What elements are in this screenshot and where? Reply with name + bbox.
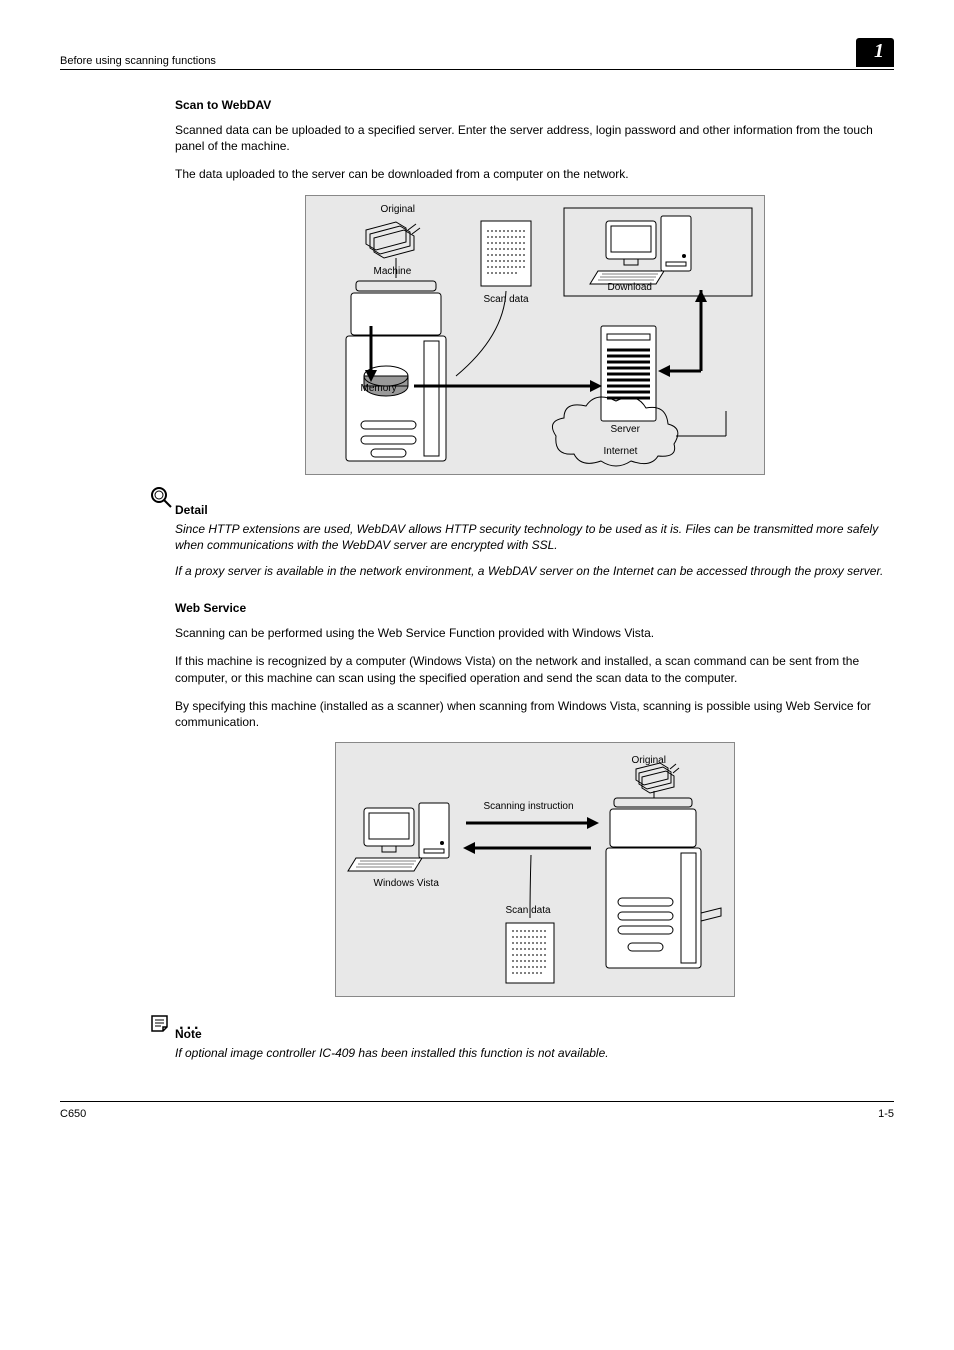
body-text: Scanned data can be uploaded to a specif…: [175, 122, 894, 154]
section-title-webdav: Scan to WebDAV: [175, 98, 894, 112]
diagram-label: Memory: [361, 383, 397, 394]
footer-page-number: 1-5: [878, 1108, 894, 1120]
callout-title: Note: [175, 1027, 894, 1041]
page-header: Before using scanning functions 1: [60, 38, 894, 70]
chapter-badge: 1: [856, 38, 894, 67]
diagram-label: Scan data: [506, 905, 551, 916]
callout-text: If optional image controller IC-409 has …: [175, 1045, 894, 1061]
body-text: The data uploaded to the server can be d…: [175, 166, 894, 182]
section-title-webservice: Web Service: [175, 601, 894, 615]
magnifier-icon: [149, 485, 175, 517]
page-footer: C650 1-5: [60, 1101, 894, 1120]
body-text: Scanning can be performed using the Web …: [175, 625, 894, 641]
callout-text: Since HTTP extensions are used, WebDAV a…: [175, 521, 894, 553]
diagram-label: Windows Vista: [374, 878, 439, 889]
body-text: By specifying this machine (installed as…: [175, 698, 894, 730]
callout-text: If a proxy server is available in the ne…: [175, 563, 894, 579]
detail-callout: Detail Since HTTP extensions are used, W…: [175, 503, 894, 580]
footer-model: C650: [60, 1108, 86, 1120]
diagram-label: Original: [381, 204, 415, 215]
diagram-webdav: Original Machine Memory Scan data Downlo…: [305, 195, 765, 475]
diagram-label: Scanning instruction: [484, 801, 574, 812]
diagram-label: Download: [608, 282, 652, 293]
page-content: Scan to WebDAV Scanned data can be uploa…: [60, 98, 894, 1061]
diagram-label: Scan data: [484, 294, 529, 305]
diagram-webdav-wrap: Original Machine Memory Scan data Downlo…: [175, 195, 894, 475]
body-text: If this machine is recognized by a compu…: [175, 653, 894, 685]
note-callout: ... Note If optional image controller IC…: [175, 1027, 894, 1061]
note-icon: ...: [149, 1013, 201, 1041]
diagram-label: Server: [611, 424, 640, 435]
diagram-label: Machine: [374, 266, 412, 277]
callout-title: Detail: [175, 503, 894, 517]
diagram-webservice: Original Scanning instruction Windows Vi…: [335, 742, 735, 997]
header-section-title: Before using scanning functions: [60, 55, 216, 67]
diagram-webservice-wrap: Original Scanning instruction Windows Vi…: [175, 742, 894, 997]
diagram-label: Internet: [604, 446, 638, 457]
diagram-label: Original: [632, 755, 666, 766]
